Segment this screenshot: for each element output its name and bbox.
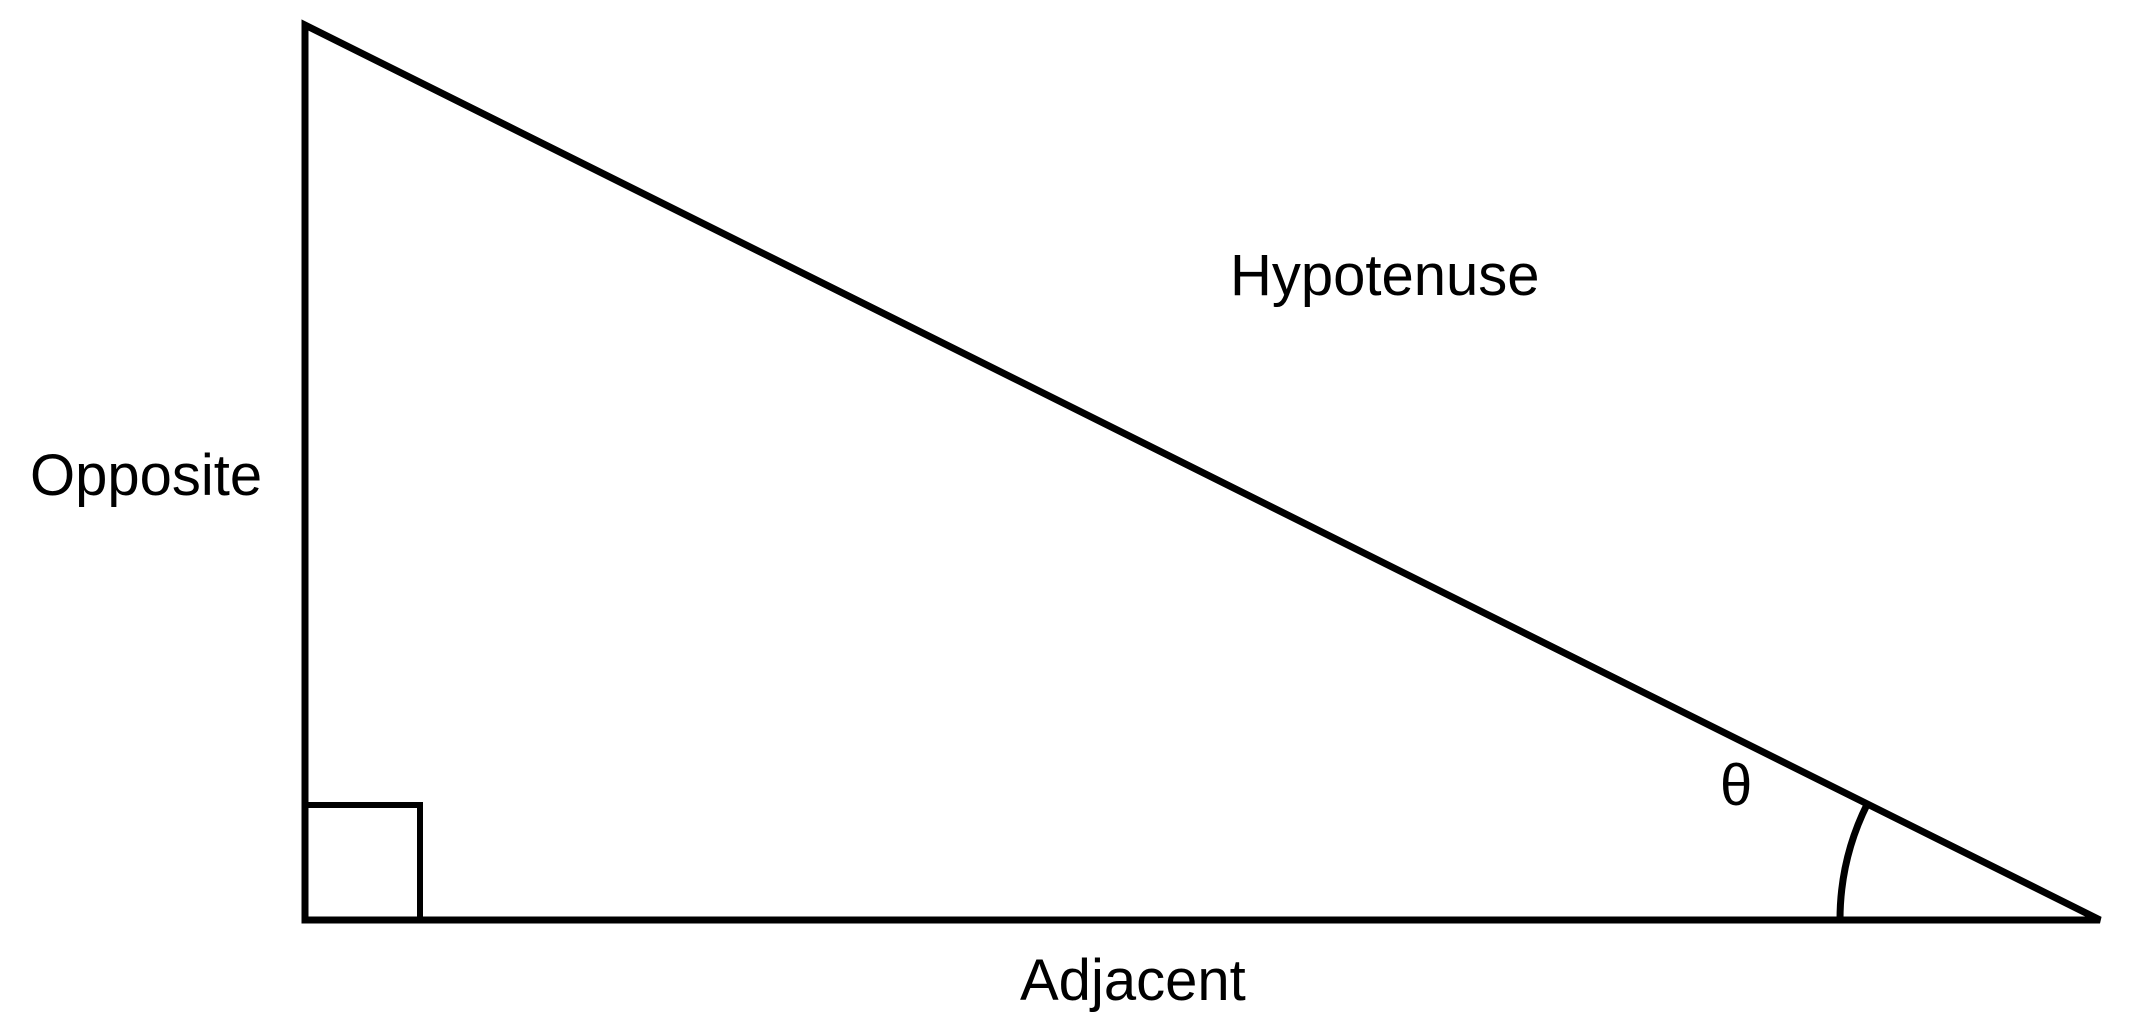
theta-label: θ [1720, 752, 1752, 819]
triangle-path [305, 25, 2100, 920]
adjacent-label: Adjacent [1020, 947, 1246, 1014]
right-triangle-diagram: Opposite Adjacent Hypotenuse θ [0, 0, 2144, 1033]
opposite-label: Opposite [30, 442, 262, 509]
right-angle-marker [305, 805, 420, 920]
angle-arc [1840, 804, 1867, 920]
triangle-svg [0, 0, 2144, 1033]
hypotenuse-label: Hypotenuse [1230, 242, 1540, 309]
